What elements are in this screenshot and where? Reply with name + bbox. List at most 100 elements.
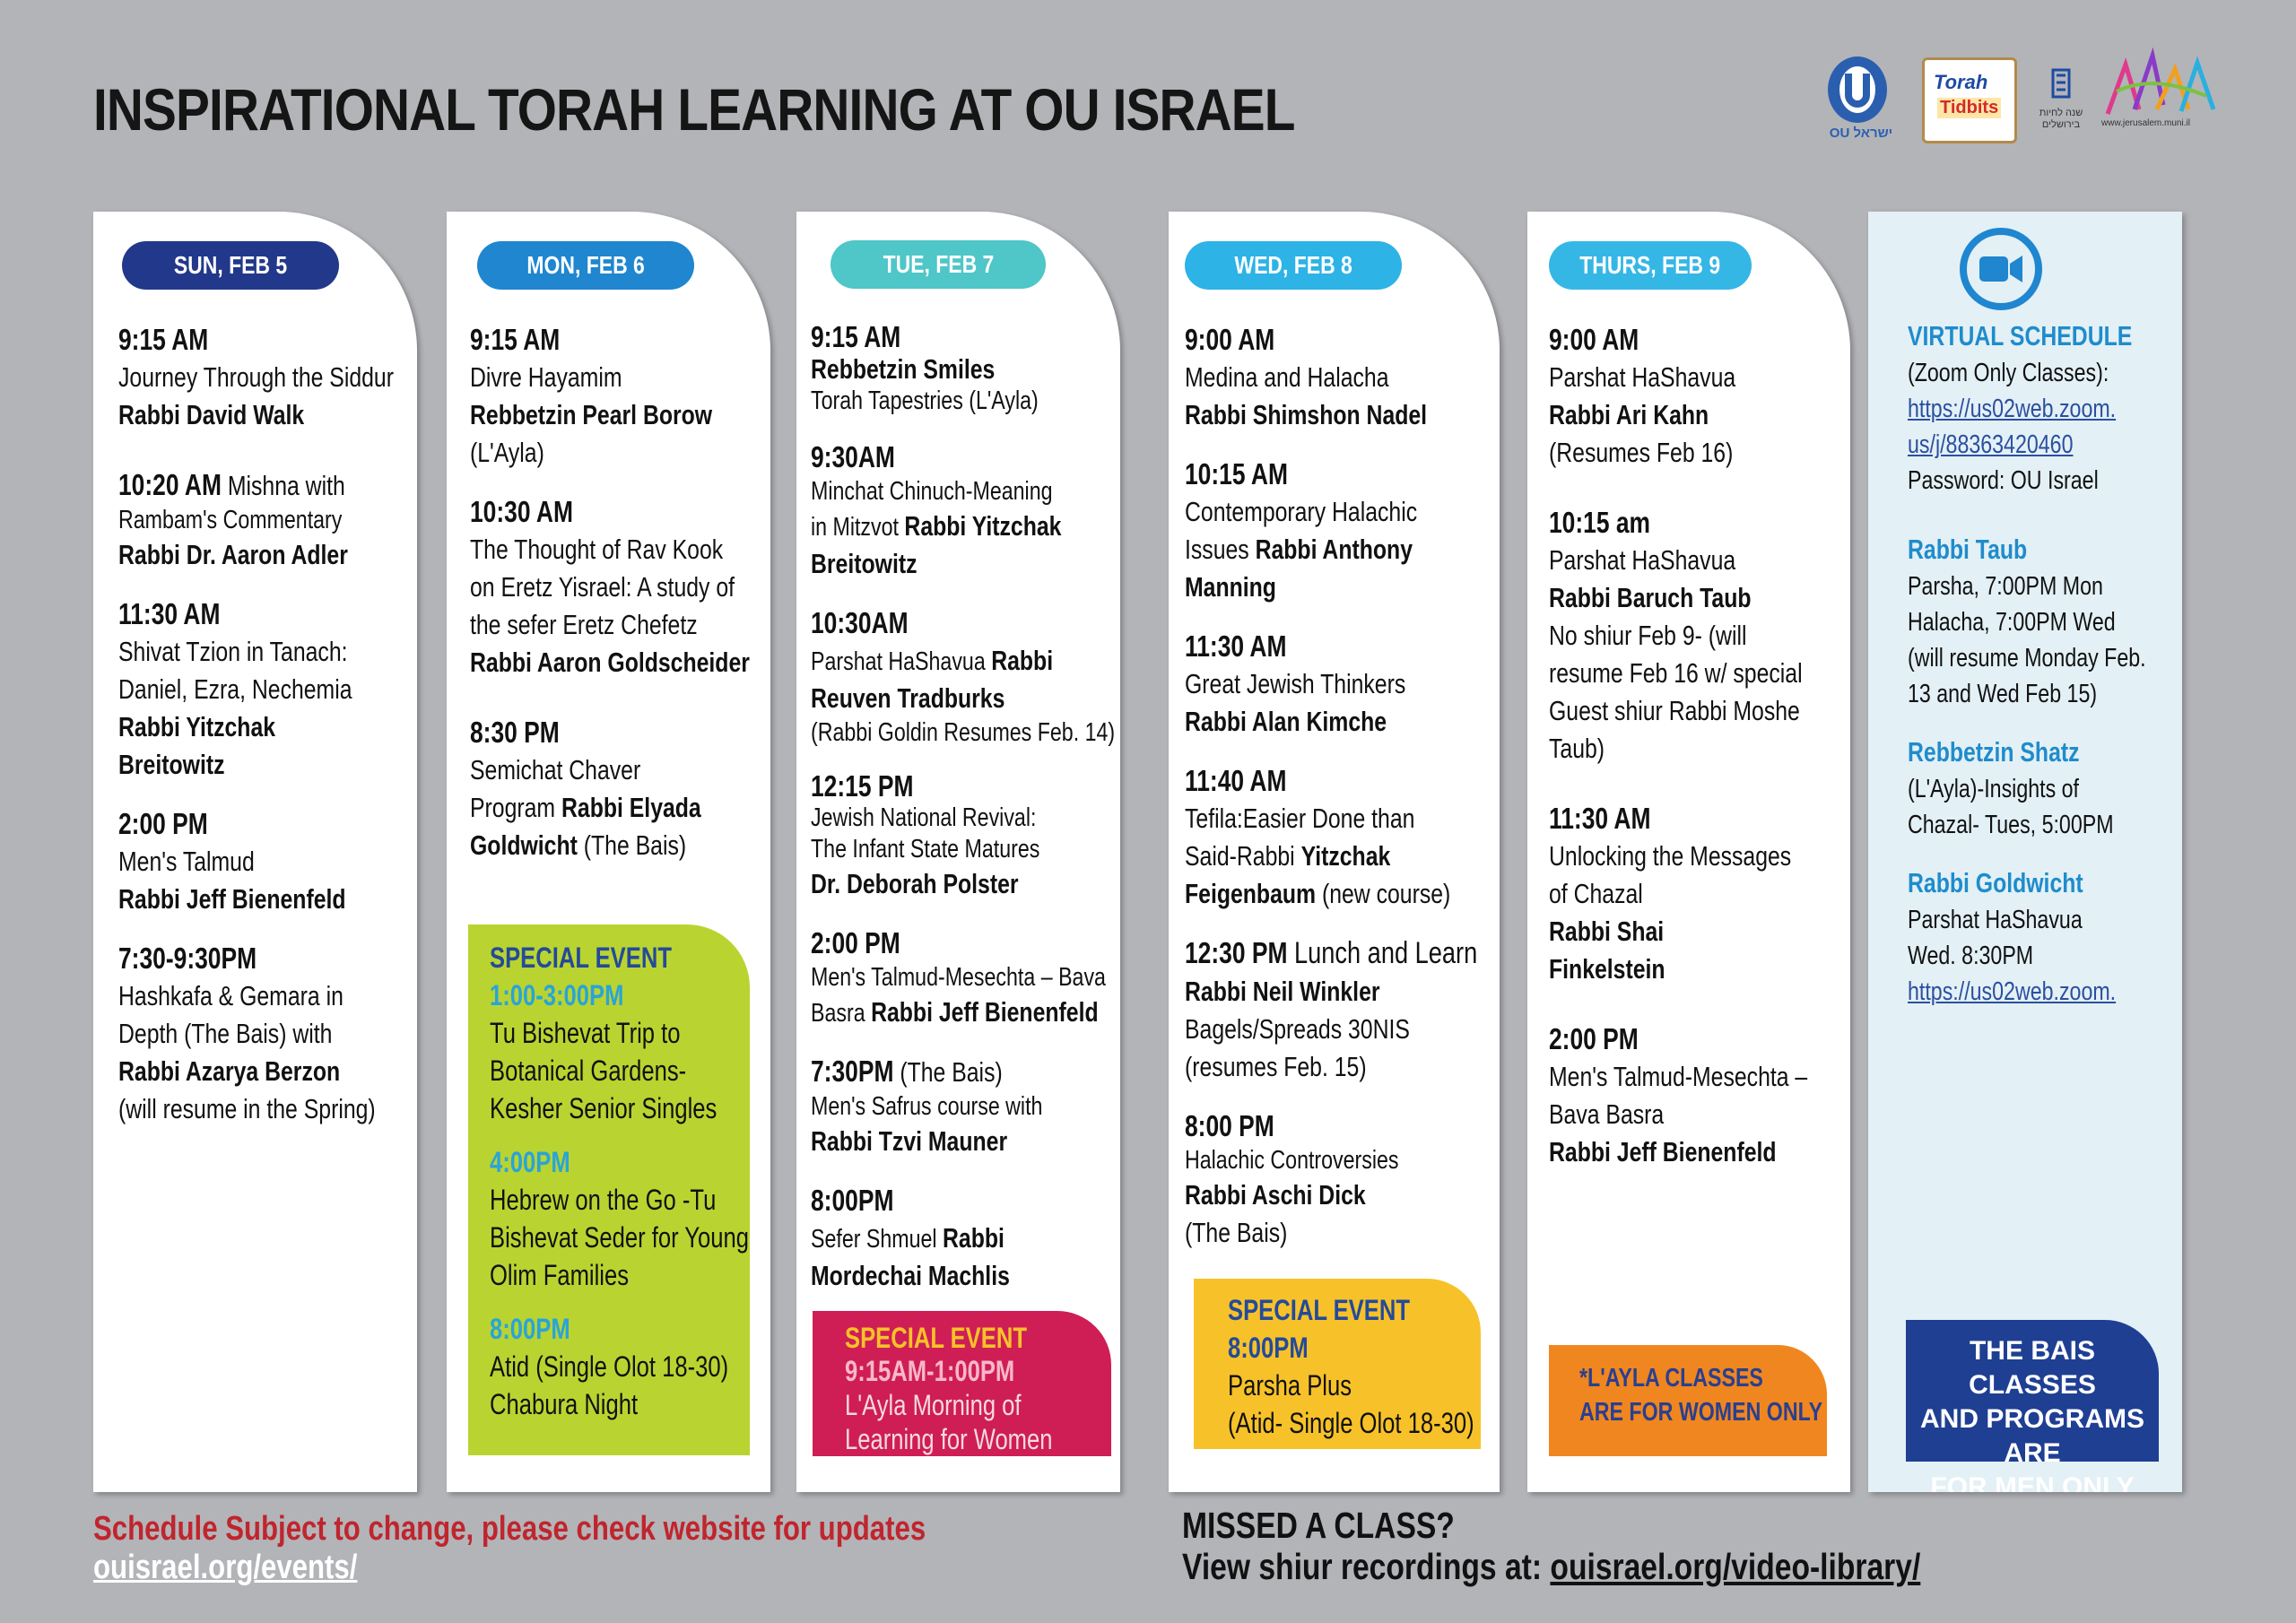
class-entry: 9:00 AM Medina and Halacha Rabbi Shimsho… [1185, 321, 1491, 434]
event-title: L'Ayla Morning of [845, 1389, 1022, 1421]
virtual-intro: VIRTUAL SCHEDULE (Zoom Only Classes): ht… [1908, 317, 2173, 499]
class-teacher: Rabbi Shimshon Nadel [1185, 399, 1428, 430]
event-title: Botanical Gardens- [490, 1055, 687, 1087]
class-title: on Eretz Yisrael: A study of [470, 571, 735, 603]
class-entry: 9:00 AM Parshat HaShavua Rabbi Ari Kahn … [1549, 321, 1841, 472]
zoom-link[interactable]: https://us02web.zoom. [1908, 395, 2117, 423]
class-teacher: Rabbi [943, 1222, 1004, 1254]
date-label: THURS, FEB 9 [1579, 251, 1721, 279]
class-teacher: Rabbi Goldwicht [1908, 867, 2083, 898]
class-teacher: Rabbi Jeff Bienenfeld [1549, 1136, 1777, 1167]
class-time: 9:15 AM [470, 323, 561, 356]
class-entry: 9:15 AM Rebbetzin Smiles Torah Tapestrie… [811, 321, 1111, 417]
class-time: 2:00 PM [1549, 1022, 1639, 1055]
class-title: Basra [811, 999, 872, 1028]
class-title: Parshat HaShavua [811, 647, 992, 676]
note-line: *L'AYLA CLASSES [1579, 1364, 1763, 1393]
class-title: Contemporary Halachic [1185, 496, 1418, 527]
class-title: Mishna with [221, 470, 345, 501]
class-teacher: Finkelstein [1549, 953, 1665, 985]
date-pill-wednesday: WED, FEB 8 [1185, 241, 1402, 290]
class-entry: 2:00 PM Men's Talmud-Mesechta – Bava Bas… [811, 924, 1111, 1031]
day-card-sunday: SUN, FEB 5 9:15 AM Journey Through the S… [93, 212, 417, 1492]
class-entry: 10:20 AM Mishna with Rambam's Commentary… [118, 466, 408, 574]
class-time: 9:00 AM [1185, 323, 1275, 356]
date-pill-thursday: THURS, FEB 9 [1549, 241, 1752, 290]
zoom-link[interactable]: https://us02web.zoom. [1908, 977, 2117, 1006]
class-teacher: Breitowitz [811, 548, 918, 579]
class-teacher: Rabbi Tzvi Mauner [811, 1125, 1008, 1157]
day-card-monday: MON, FEB 6 9:15 AM Divre Hayamim Rebbetz… [447, 212, 770, 1492]
class-title: Tefila:Easier Done than [1185, 803, 1415, 834]
class-entry: 10:15 am Parshat HaShavua Rabbi Baruch T… [1549, 504, 1841, 768]
class-title: Men's Talmud-Mesechta – Bava [811, 963, 1106, 992]
virtual-note: (Zoom Only Classes): [1908, 359, 2109, 387]
date-label: MON, FEB 6 [526, 251, 645, 279]
class-title: Parshat HaShavua [1549, 361, 1736, 393]
class-title: Parsha, 7:00PM Mon [1908, 572, 2103, 601]
events-link[interactable]: ouisrael.org/events/ [93, 1549, 358, 1586]
class-teacher: Dr. Deborah Polster [811, 868, 1019, 899]
class-teacher: Manning [1185, 571, 1276, 603]
mens-classes-note: THE BAIS CLASSES AND PROGRAMS ARE FOR ME… [1906, 1320, 2159, 1492]
class-title: (L'Ayla)-Insights of [1908, 775, 2079, 803]
class-title: Men's Safrus course with [811, 1092, 1043, 1121]
class-note: (The Bais) [893, 1056, 1003, 1088]
day-card-thursday: THURS, FEB 9 9:00 AM Parshat HaShavua Ra… [1527, 212, 1850, 1492]
class-note: (resumes Feb. 15) [1185, 1051, 1367, 1082]
class-title: of Chazal [1549, 878, 1643, 909]
class-note: Guest shiur Rabbi Moshe [1549, 695, 1800, 726]
class-entry: 10:30 AM The Thought of Rav Kook on Eret… [470, 493, 761, 681]
class-title: Sefer Shmuel [811, 1225, 944, 1254]
special-event-tuesday: SPECIAL EVENT 9:15AM-1:00PM L'Ayla Morni… [813, 1311, 1111, 1456]
event-title: Kesher Senior Singles [490, 1092, 718, 1124]
class-title: Men's Talmud-Mesechta – [1549, 1061, 1808, 1092]
event-title: Hebrew on the Go -Tu [490, 1184, 717, 1216]
class-note: 13 and Wed Feb 15) [1908, 680, 2098, 708]
date-pill-sunday: SUN, FEB 5 [122, 241, 339, 290]
event-title: Learning for Women [845, 1423, 1053, 1455]
class-title: Hashkafa & Gemara in [118, 980, 344, 1011]
virtual-class-entry: Rabbi Taub Parsha, 7:00PM Mon Halacha, 7… [1908, 531, 2173, 712]
class-title: The Infant State Matures [811, 835, 1040, 864]
class-entry: 8:00PM Sefer Shmuel Rabbi Mordechai Mach… [811, 1182, 1111, 1295]
virtual-schedule-card: VIRTUAL SCHEDULE (Zoom Only Classes): ht… [1868, 212, 2182, 1492]
class-entry: 9:15 AM Divre Hayamim Rebbetzin Pearl Bo… [470, 321, 761, 472]
class-note: (The Bais) [1185, 1217, 1288, 1248]
class-teacher: Rebbetzin Pearl Borow [470, 399, 713, 430]
class-title: Said-Rabbi [1185, 840, 1301, 872]
class-entry: 8:30 PM Semichat Chaver Program Rabbi El… [470, 714, 761, 864]
class-entry: 2:00 PM Men's Talmud Rabbi Jeff Bienenfe… [118, 805, 408, 918]
jerusalem-art-logo-icon [2105, 47, 2216, 115]
class-teacher: Rabbi David Walk [118, 399, 305, 430]
class-time: 7:30-9:30PM [118, 942, 257, 975]
special-event-wednesday: SPECIAL EVENT 8:00PM Parsha Plus (Atid- … [1194, 1279, 1481, 1449]
class-entry: 8:00 PM Halachic Controversies Rabbi Asc… [1185, 1107, 1491, 1252]
class-time: 2:00 PM [118, 807, 208, 840]
recordings-label: View shiur recordings at: [1182, 1546, 1551, 1587]
class-note: (The Bais) [577, 829, 687, 861]
jerusalem-emblem-icon [2051, 68, 2071, 99]
class-entry: 7:30-9:30PM Hashkafa & Gemara in Depth (… [118, 940, 408, 1128]
event-time: 8:00PM [1228, 1332, 1309, 1364]
zoom-link[interactable]: us/j/88363420460 [1908, 430, 2074, 459]
womens-classes-note: *L'AYLA CLASSES ARE FOR WOMEN ONLY [1549, 1345, 1827, 1456]
class-title: Halacha, 7:00PM Wed [1908, 608, 2116, 637]
class-entry: 10:15 AM Contemporary Halachic Issues Ra… [1185, 456, 1491, 606]
class-note: (new course) [1316, 878, 1451, 909]
class-title: Halachic Controversies [1185, 1146, 1399, 1175]
class-time: 10:15 AM [1185, 457, 1288, 490]
event-title: Chabura Night [490, 1388, 639, 1420]
class-time: 8:00 PM [1185, 1109, 1274, 1142]
event-title: Parsha Plus [1228, 1369, 1352, 1402]
torah-tidbits-logo: Torah Tidbits [1922, 57, 2017, 143]
class-note: (will resume in the Spring) [118, 1093, 376, 1124]
video-library-link[interactable]: ouisrael.org/video-library/ [1550, 1546, 1921, 1587]
class-teacher: Rebbetzin Shatz [1908, 736, 2080, 768]
class-time: 10:30AM [811, 606, 909, 639]
class-time: 10:20 AM [118, 468, 222, 501]
class-title: The Thought of Rav Kook [470, 534, 724, 565]
event-title: Bishevat Seder for Young [490, 1221, 749, 1254]
class-time: 9:30AM [811, 440, 895, 473]
class-teacher: Rabbi Ari Kahn [1549, 399, 1709, 430]
